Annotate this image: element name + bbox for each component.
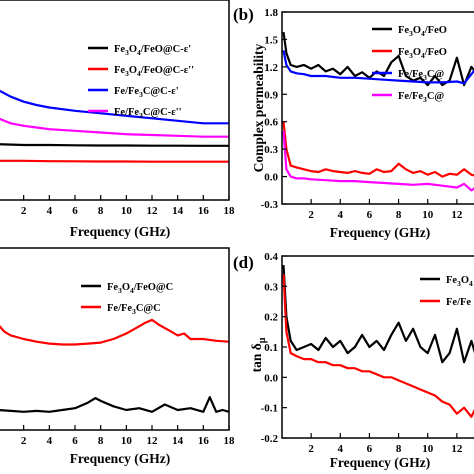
legend-entry: Fe/Fe3C@	[398, 69, 444, 82]
y-tick-label: 0.6	[264, 117, 278, 129]
x-tick-label: 8	[396, 209, 402, 221]
y-tick-label: 0.0	[264, 172, 278, 184]
x-axis-title: Frequency (GHz)	[330, 225, 431, 240]
series-line-c-0	[0, 396, 229, 413]
x-tick-label: 4	[47, 205, 53, 217]
y-tick-label: 0.3	[264, 281, 278, 293]
legend-entry: Fe3O4/FeO	[398, 47, 447, 60]
legend-a: Fe3O4/FeO@C-ε' Fe3O4/FeO@C-ε'' Fe/Fe3C@C-ε…	[88, 44, 194, 120]
y-tick-label: 0.4	[264, 251, 278, 263]
x-tick-label: 4	[47, 435, 53, 447]
x-tick-label: 16	[198, 205, 210, 217]
y-tick-label: 1.2	[264, 62, 278, 74]
x-tick-label: 6	[72, 435, 78, 447]
y-tick-label: -0.3	[261, 199, 279, 211]
plot-area-a	[0, 89, 229, 163]
x-tick-label: 14	[172, 205, 184, 217]
x-tick-label: 10	[422, 443, 434, 455]
panel-letter-b: (b)	[233, 5, 254, 24]
legend-b: Fe3O4/FeO Fe3O4/FeO Fe/Fe3C@ Fe/Fe3C@	[372, 25, 447, 104]
x-tick-label: 12	[147, 205, 159, 217]
x-tick-label: 2	[21, 205, 27, 217]
x-tick-label: 18	[224, 205, 236, 217]
x-tick-label: 12	[147, 435, 159, 447]
x-axis-title: Frequency (GHz)	[70, 224, 171, 239]
legend-c: Fe3O4/FeO@C Fe/Fe3C@C	[81, 282, 173, 316]
y-tick-label: -0.2	[261, 433, 279, 445]
x-tick-label: 4	[338, 443, 344, 455]
legend-entry: Fe3O4/FeO	[398, 25, 447, 38]
x-tick-label: 2	[308, 443, 314, 455]
x-tick-label: 16	[198, 435, 210, 447]
legend-entry: Fe/Fe3C@C-ε'	[114, 86, 179, 99]
panel-letter-d: (d)	[233, 253, 254, 272]
axes-frame-b	[281, 11, 474, 205]
y-axis-title: Complex permeability	[251, 43, 266, 172]
legend-entry: Fe/Fe3C@C-ε''	[114, 107, 182, 120]
x-tick-label: 12	[451, 209, 463, 221]
y-tick-label: 0.3	[264, 144, 278, 156]
x-axis-title: Frequency (GHz)	[70, 451, 171, 466]
legend-entry: Fe/Fe3C@	[398, 91, 444, 104]
x-tick-label: 2	[308, 209, 314, 221]
series-line-c-1	[0, 318, 229, 346]
series-line-b-2	[282, 50, 474, 85]
y-axis-title: tan δμ	[249, 337, 268, 372]
x-tick-label: 4	[338, 209, 344, 221]
series-line-b-3	[282, 130, 474, 192]
x-tick-label: 10	[422, 209, 434, 221]
x-tick-label: 8	[396, 443, 402, 455]
panel-a: 2 4 6 8 10 12 14 16 18 Frequency (GHz) Fe3O4/FeO@C…	[0, 0, 235, 239]
series-line-a-2	[0, 89, 229, 125]
legend-entry: Fe/Fe3C@C	[107, 303, 161, 316]
legend-entry: Fe3O4	[446, 275, 473, 288]
x-tick-label: 6	[367, 209, 373, 221]
x-tick-label: 18	[224, 435, 236, 447]
plot-area-c	[0, 318, 229, 413]
y-tick-label: 0.9	[264, 89, 278, 101]
x-tick-label: 12	[451, 443, 463, 455]
series-line-a-3	[0, 117, 229, 138]
x-tick-label: 2	[21, 435, 27, 447]
y-tick-label: 0.2	[264, 312, 278, 324]
panel-d: 2 4 6 8 10 12 -0.2 -0.1 0.0 0.1 0.2 0.3 0.4 Frequency…	[233, 251, 474, 470]
series-line-b-0	[282, 31, 474, 87]
legend-d: Fe3O4 Fe/Fe	[420, 275, 473, 308]
y-tick-label: 0.1	[264, 342, 278, 354]
y-tick-label: 1.5	[264, 34, 278, 46]
x-tick-label: 10	[121, 205, 133, 217]
series-line-a-1	[0, 159, 229, 163]
x-tick-label: 6	[367, 443, 373, 455]
x-tick-label: 8	[98, 205, 104, 217]
legend-entry: Fe3O4/FeO@C-ε'	[114, 44, 191, 57]
x-tick-label: 6	[72, 205, 78, 217]
x-tick-label: 10	[121, 435, 133, 447]
y-tick-label: -0.1	[261, 403, 278, 415]
y-tick-label: 0.0	[264, 372, 278, 384]
panel-c: 2 4 6 8 10 12 14 16 18 Frequency (GHz) Fe3O4/FeO@C…	[0, 247, 236, 466]
series-line-a-0	[0, 143, 229, 147]
legend-entry: Fe/Fe	[446, 297, 471, 308]
axes-frame-a	[0, 0, 230, 201]
axes-frame-c	[0, 247, 230, 431]
x-axis-title: Frequency (GHz)	[330, 455, 431, 470]
series-line-d-1	[282, 274, 474, 418]
legend-entry: Fe3O4/FeO@C	[107, 282, 173, 295]
y-tick-label: 1.8	[264, 7, 278, 19]
plot-area-d	[282, 265, 474, 418]
legend-entry: Fe3O4/FeO@C-ε''	[114, 65, 194, 78]
x-tick-label: 14	[172, 435, 184, 447]
series-line-d-0	[282, 265, 474, 364]
x-tick-label: 8	[98, 435, 104, 447]
series-line-b-1	[282, 121, 474, 178]
panel-b: 2 4 6 8 10 12 -0.3 0.0 0.3 0.6 0.9 1.2 1.5 1.8 Frequen…	[233, 5, 474, 240]
